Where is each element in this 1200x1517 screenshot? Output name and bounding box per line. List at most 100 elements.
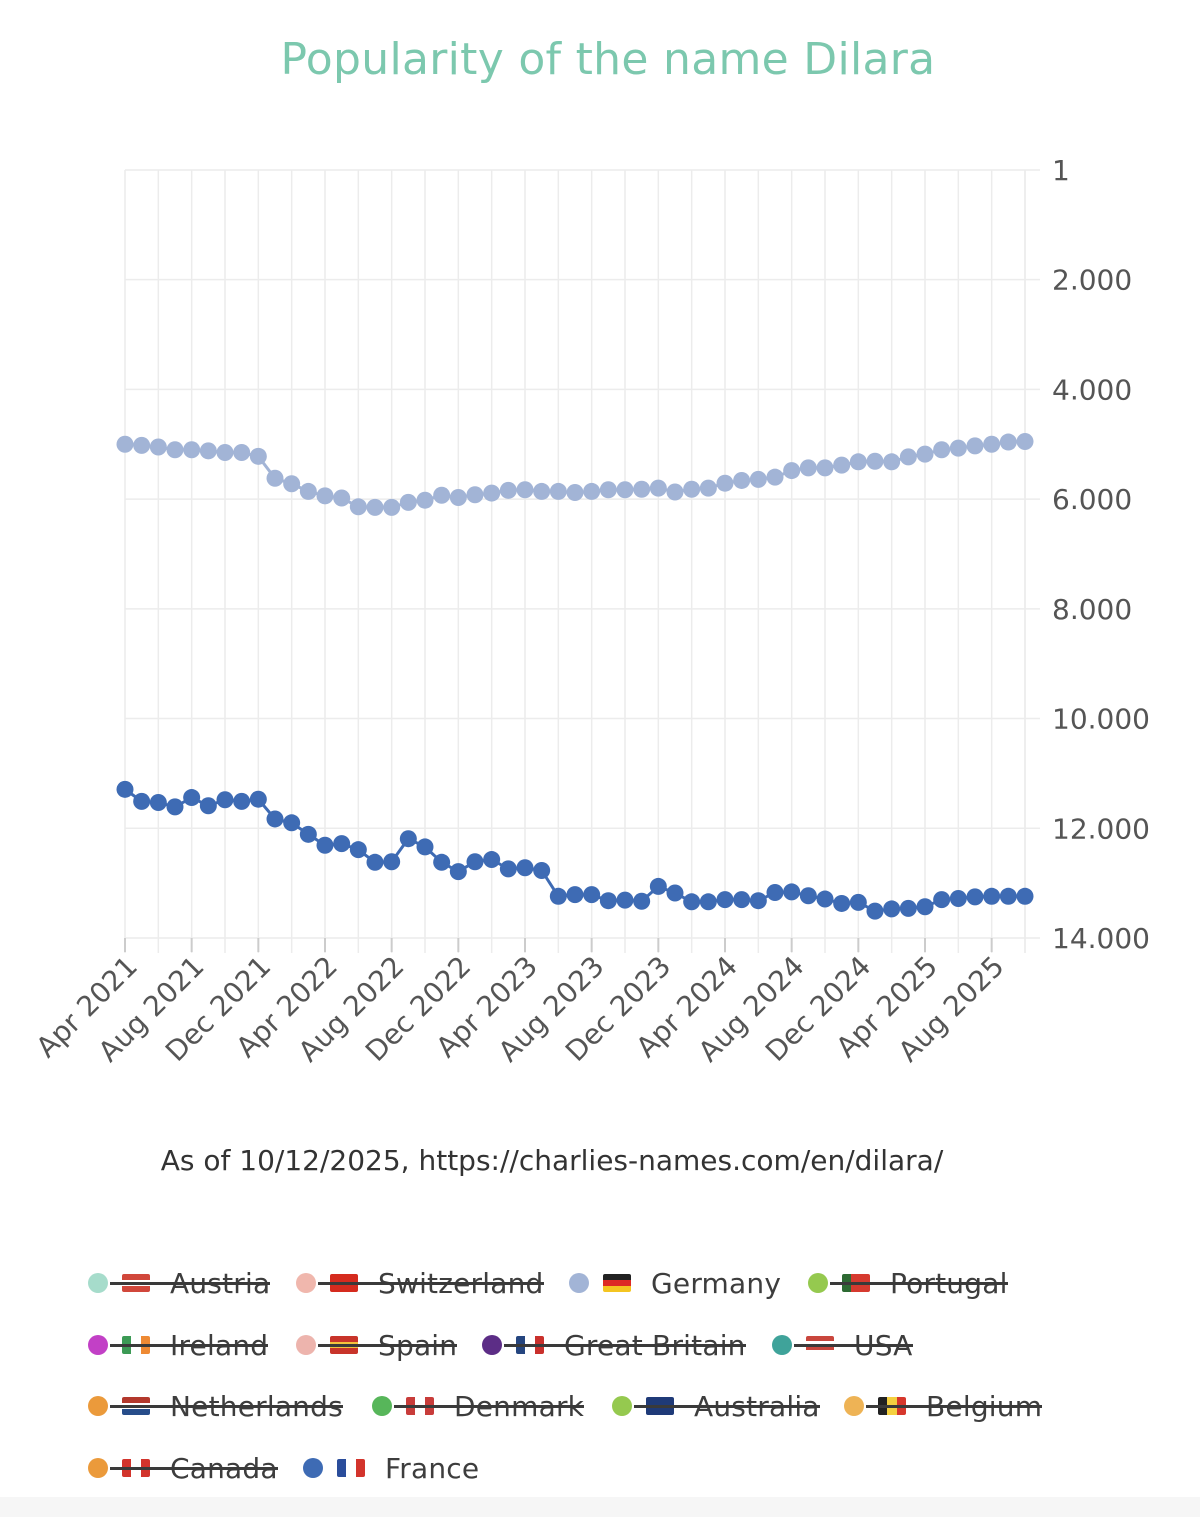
legend-item-germany[interactable]: Germany: [569, 1263, 781, 1303]
data-point[interactable]: [949, 890, 967, 908]
legend-item-belgium[interactable]: Belgium: [844, 1386, 1043, 1426]
data-point[interactable]: [566, 886, 584, 904]
legend-item-portugal[interactable]: Portugal: [808, 1263, 1008, 1303]
data-point[interactable]: [483, 484, 501, 502]
data-point[interactable]: [683, 893, 701, 911]
data-point[interactable]: [849, 893, 867, 911]
data-point[interactable]: [466, 853, 484, 871]
data-point[interactable]: [849, 453, 867, 471]
data-point[interactable]: [749, 892, 767, 910]
data-point[interactable]: [933, 441, 951, 459]
legend-item-great-britain[interactable]: Great Britain: [482, 1325, 746, 1365]
data-point[interactable]: [349, 498, 367, 516]
data-point[interactable]: [883, 453, 901, 471]
data-point[interactable]: [566, 484, 584, 502]
data-point[interactable]: [833, 894, 851, 912]
data-point[interactable]: [783, 462, 801, 480]
data-point[interactable]: [383, 853, 401, 871]
data-point[interactable]: [416, 491, 434, 509]
data-point[interactable]: [816, 890, 834, 908]
data-point[interactable]: [633, 480, 651, 498]
legend-item-usa[interactable]: USA: [772, 1325, 913, 1365]
data-point[interactable]: [299, 482, 317, 500]
data-point[interactable]: [549, 482, 567, 500]
data-point[interactable]: [116, 435, 134, 453]
data-point[interactable]: [366, 853, 384, 871]
data-point[interactable]: [899, 899, 917, 917]
data-point[interactable]: [616, 481, 634, 499]
data-point[interactable]: [183, 789, 201, 807]
data-point[interactable]: [749, 470, 767, 488]
data-point[interactable]: [133, 792, 151, 810]
data-point[interactable]: [633, 892, 651, 910]
legend-item-denmark[interactable]: Denmark: [372, 1386, 585, 1426]
data-point[interactable]: [533, 862, 551, 880]
data-point[interactable]: [999, 433, 1017, 451]
data-point[interactable]: [916, 898, 934, 916]
data-point[interactable]: [149, 438, 167, 456]
data-point[interactable]: [249, 447, 267, 465]
data-point[interactable]: [799, 459, 817, 477]
data-point[interactable]: [816, 459, 834, 477]
data-point[interactable]: [649, 877, 667, 895]
data-point[interactable]: [266, 469, 284, 487]
data-point[interactable]: [599, 481, 617, 499]
data-point[interactable]: [166, 798, 184, 816]
data-point[interactable]: [733, 891, 751, 909]
data-point[interactable]: [899, 448, 917, 466]
data-point[interactable]: [349, 841, 367, 859]
data-point[interactable]: [183, 441, 201, 459]
data-point[interactable]: [1016, 887, 1034, 905]
legend-item-netherlands[interactable]: Netherlands: [88, 1386, 343, 1426]
data-point[interactable]: [866, 452, 884, 470]
data-point[interactable]: [983, 887, 1001, 905]
data-point[interactable]: [516, 481, 534, 499]
data-point[interactable]: [766, 468, 784, 486]
data-point[interactable]: [399, 830, 417, 848]
data-point[interactable]: [699, 479, 717, 497]
data-point[interactable]: [733, 471, 751, 489]
legend-item-switzerland[interactable]: Switzerland: [296, 1263, 544, 1303]
legend-item-spain[interactable]: Spain: [296, 1325, 458, 1365]
data-point[interactable]: [216, 443, 234, 461]
data-point[interactable]: [316, 836, 334, 854]
data-point[interactable]: [866, 902, 884, 920]
data-point[interactable]: [716, 474, 734, 492]
legend-item-france[interactable]: France: [303, 1448, 479, 1488]
legend-item-ireland[interactable]: Ireland: [88, 1325, 269, 1365]
data-point[interactable]: [949, 439, 967, 457]
data-point[interactable]: [549, 887, 567, 905]
data-point[interactable]: [666, 884, 684, 902]
data-point[interactable]: [583, 886, 601, 904]
data-point[interactable]: [966, 888, 984, 906]
data-point[interactable]: [883, 900, 901, 918]
data-point[interactable]: [966, 437, 984, 455]
legend-item-canada[interactable]: Canada: [88, 1448, 278, 1488]
data-point[interactable]: [533, 482, 551, 500]
data-point[interactable]: [433, 486, 451, 504]
data-point[interactable]: [233, 792, 251, 810]
data-point[interactable]: [199, 442, 217, 460]
data-point[interactable]: [916, 445, 934, 463]
data-point[interactable]: [233, 443, 251, 461]
legend-item-australia[interactable]: Australia: [612, 1386, 820, 1426]
data-point[interactable]: [516, 859, 534, 877]
data-point[interactable]: [499, 481, 517, 499]
data-point[interactable]: [699, 893, 717, 911]
data-point[interactable]: [666, 483, 684, 501]
data-point[interactable]: [166, 441, 184, 459]
data-point[interactable]: [399, 493, 417, 511]
data-point[interactable]: [933, 891, 951, 909]
data-point[interactable]: [799, 887, 817, 905]
data-point[interactable]: [133, 436, 151, 454]
data-point[interactable]: [383, 498, 401, 516]
legend-item-austria[interactable]: Austria: [88, 1263, 271, 1303]
data-point[interactable]: [1016, 433, 1034, 451]
data-point[interactable]: [449, 488, 467, 506]
data-point[interactable]: [333, 489, 351, 507]
data-point[interactable]: [416, 838, 434, 856]
data-point[interactable]: [483, 851, 501, 869]
data-point[interactable]: [283, 475, 301, 493]
data-point[interactable]: [716, 891, 734, 909]
data-point[interactable]: [466, 486, 484, 504]
